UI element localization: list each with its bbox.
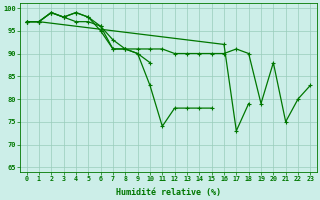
X-axis label: Humidité relative (%): Humidité relative (%) xyxy=(116,188,221,197)
